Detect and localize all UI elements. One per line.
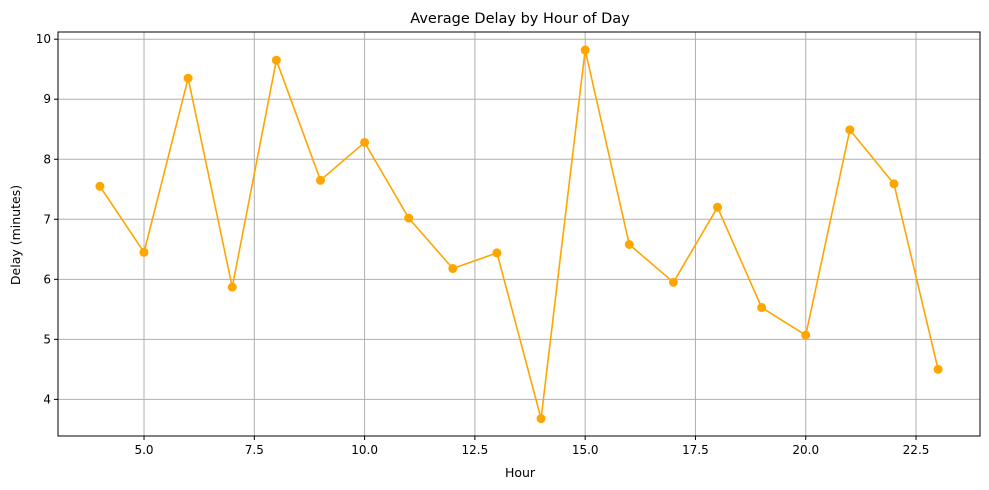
data-point-3 <box>227 282 237 292</box>
x-tick-label-6: 20.0 <box>792 443 819 457</box>
x-tick-label-1: 7.5 <box>245 443 264 457</box>
y-axis-label: Delay (minutes) <box>8 185 23 285</box>
data-point-7 <box>404 213 414 223</box>
data-point-18 <box>889 179 899 189</box>
data-point-10 <box>536 414 546 424</box>
x-tick-label-0: 5.0 <box>134 443 153 457</box>
y-tick-label-2: 6 <box>43 272 51 286</box>
data-point-13 <box>668 277 678 287</box>
y-axis-ticks: 4 5 6 7 8 9 10 <box>36 32 58 406</box>
data-point-2 <box>183 73 193 83</box>
y-tick-label-5: 9 <box>43 92 51 106</box>
y-tick-label-6: 10 <box>36 32 51 46</box>
x-tick-label-5: 17.5 <box>682 443 709 457</box>
data-point-0 <box>95 181 105 191</box>
series-layer <box>95 45 943 424</box>
plot-frame <box>57 31 981 437</box>
y-tick-label-1: 5 <box>43 332 51 346</box>
data-point-11 <box>580 45 590 55</box>
series-line-0 <box>99 49 939 420</box>
y-tick-label-4: 8 <box>43 152 51 166</box>
data-point-17 <box>845 125 855 135</box>
data-point-8 <box>448 264 458 274</box>
data-point-4 <box>271 55 281 65</box>
y-tick-label-3: 7 <box>43 212 51 226</box>
data-point-16 <box>801 330 811 340</box>
x-tick-label-2: 10.0 <box>351 443 378 457</box>
data-point-19 <box>933 364 943 374</box>
data-point-6 <box>360 137 370 147</box>
x-tick-label-7: 22.5 <box>903 443 930 457</box>
grid-lines <box>58 32 980 436</box>
x-tick-label-4: 15.0 <box>572 443 599 457</box>
data-point-15 <box>757 303 767 313</box>
data-point-14 <box>713 202 723 212</box>
x-axis-ticks: 5.0 7.5 10.0 12.5 15.0 17.5 20.0 22.5 <box>134 436 929 457</box>
data-point-1 <box>139 247 149 257</box>
data-point-5 <box>315 175 325 185</box>
chart-title: Average Delay by Hour of Day <box>410 11 630 27</box>
data-point-9 <box>492 248 502 258</box>
y-tick-label-0: 4 <box>43 392 51 406</box>
x-tick-label-3: 12.5 <box>462 443 489 457</box>
x-axis-label: Hour <box>505 465 536 480</box>
data-point-12 <box>624 240 634 250</box>
